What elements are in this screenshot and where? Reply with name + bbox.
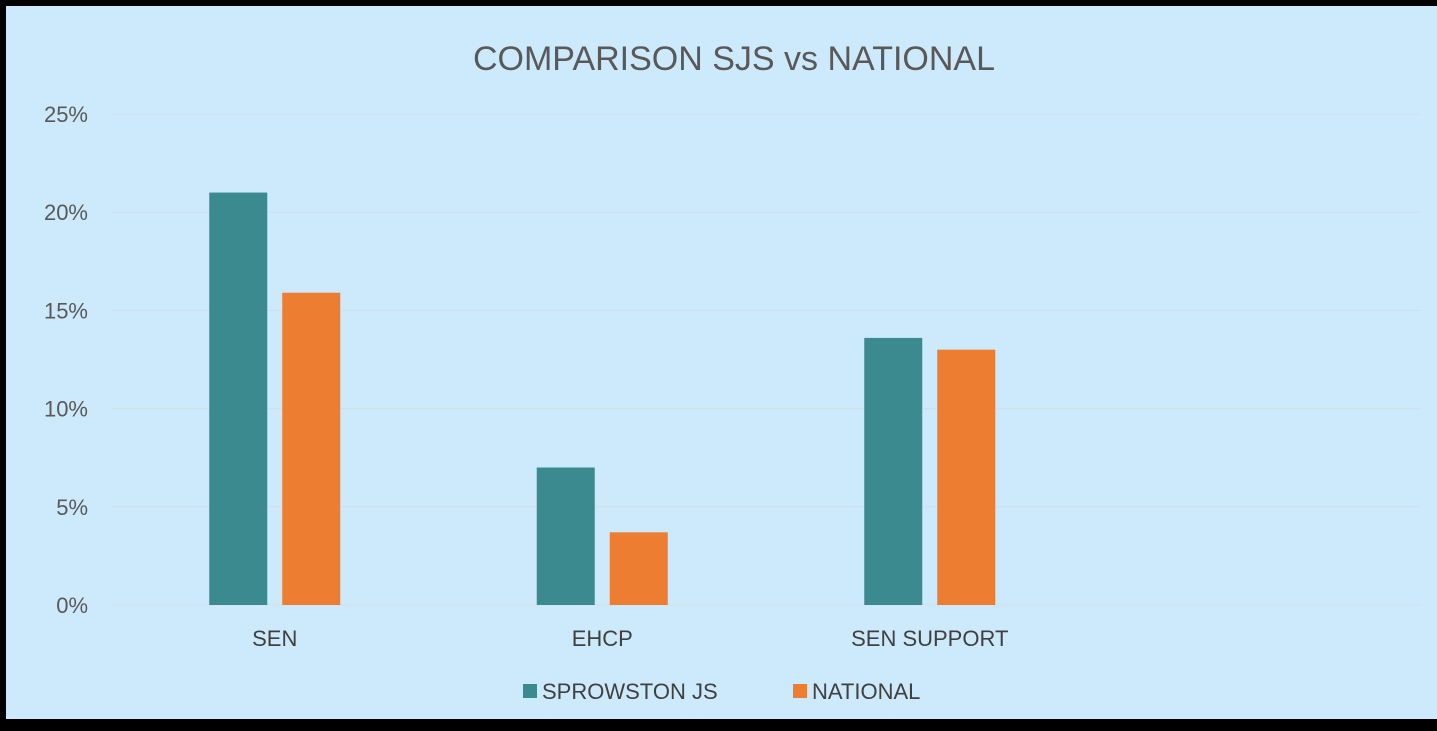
y-tick-label: 0%: [56, 593, 88, 618]
y-tick-label: 20%: [44, 200, 88, 225]
bar-national-sen-support: [937, 349, 996, 605]
y-tick-label: 5%: [56, 495, 88, 520]
bar-sprowston-js-sen: [209, 192, 268, 605]
y-tick-label: 25%: [44, 102, 88, 127]
x-category-label: SEN SUPPORT: [851, 626, 1008, 651]
x-category-label: SEN: [252, 626, 297, 651]
legend-swatch: [523, 684, 537, 698]
bar-national-ehcp: [609, 532, 668, 605]
bar-chart: COMPARISON SJS vs NATIONAL 0% 5% 10% 15% 20%…: [44, 40, 1421, 704]
bar-sprowston-js-sen-support: [864, 337, 923, 605]
chart-title: COMPARISON SJS vs NATIONAL: [473, 40, 995, 78]
bars: [209, 192, 996, 605]
x-axis-category-labels: SEN EHCP SEN SUPPORT: [252, 626, 1008, 651]
legend-swatch: [793, 684, 807, 698]
legend: SPROWSTON JS NATIONAL: [523, 679, 920, 704]
bar-sprowston-js-ehcp: [536, 467, 595, 605]
y-tick-label: 15%: [44, 298, 88, 323]
legend-label: SPROWSTON JS: [542, 679, 718, 704]
legend-label: NATIONAL: [812, 679, 920, 704]
y-tick-label: 10%: [44, 397, 88, 422]
x-category-label: EHCP: [572, 626, 633, 651]
bar-national-sen: [282, 292, 341, 605]
y-axis-tick-labels: 0% 5% 10% 15% 20% 25%: [44, 102, 88, 618]
